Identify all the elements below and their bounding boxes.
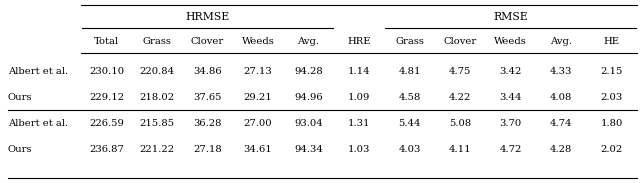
Text: HE: HE [604,38,620,46]
Text: 4.58: 4.58 [398,92,420,102]
Text: Grass: Grass [395,38,424,46]
Text: 1.31: 1.31 [348,119,371,128]
Text: 94.96: 94.96 [294,92,323,102]
Text: 93.04: 93.04 [294,119,323,128]
Text: 5.44: 5.44 [398,119,420,128]
Text: 37.65: 37.65 [193,92,222,102]
Text: 94.28: 94.28 [294,68,323,76]
Text: 1.09: 1.09 [348,92,370,102]
Text: 3.70: 3.70 [499,119,522,128]
Text: Ours: Ours [8,92,32,102]
Text: 1.14: 1.14 [348,68,371,76]
Text: 4.72: 4.72 [499,145,522,154]
Text: Clover: Clover [444,38,477,46]
Text: 229.12: 229.12 [89,92,124,102]
Text: 1.03: 1.03 [348,145,370,154]
Text: 2.02: 2.02 [600,145,623,154]
Text: 236.87: 236.87 [89,145,124,154]
Text: HRE: HRE [348,38,371,46]
Text: Ours: Ours [8,145,32,154]
Text: Grass: Grass [143,38,172,46]
Text: 4.03: 4.03 [398,145,420,154]
Text: RMSE: RMSE [493,12,528,22]
Text: 4.28: 4.28 [550,145,572,154]
Text: Avg.: Avg. [298,38,319,46]
Text: 4.81: 4.81 [398,68,420,76]
Text: 4.11: 4.11 [449,145,471,154]
Text: 4.08: 4.08 [550,92,572,102]
Text: 2.15: 2.15 [600,68,623,76]
Text: Clover: Clover [191,38,224,46]
Text: 215.85: 215.85 [140,119,175,128]
Text: Avg.: Avg. [550,38,572,46]
Text: 220.84: 220.84 [140,68,175,76]
Text: 3.42: 3.42 [499,68,522,76]
Text: Weeds: Weeds [494,38,527,46]
Text: 5.08: 5.08 [449,119,471,128]
Text: 36.28: 36.28 [193,119,222,128]
Text: Weeds: Weeds [242,38,275,46]
Text: 221.22: 221.22 [140,145,175,154]
Text: Albert et al.: Albert et al. [8,119,68,128]
Text: 218.02: 218.02 [140,92,175,102]
Text: 4.33: 4.33 [550,68,572,76]
Text: 4.22: 4.22 [449,92,471,102]
Text: 34.86: 34.86 [193,68,222,76]
Text: 34.61: 34.61 [244,145,273,154]
Text: 4.74: 4.74 [550,119,572,128]
Text: 3.44: 3.44 [499,92,522,102]
Text: 94.34: 94.34 [294,145,323,154]
Text: 226.59: 226.59 [89,119,124,128]
Text: 4.75: 4.75 [449,68,471,76]
Text: 27.13: 27.13 [244,68,273,76]
Text: 29.21: 29.21 [244,92,273,102]
Text: 1.80: 1.80 [600,119,623,128]
Text: 27.00: 27.00 [244,119,273,128]
Text: HRMSE: HRMSE [186,12,230,22]
Text: 27.18: 27.18 [193,145,222,154]
Text: Total: Total [94,38,119,46]
Text: Albert et al.: Albert et al. [8,68,68,76]
Text: 230.10: 230.10 [89,68,124,76]
Text: 2.03: 2.03 [600,92,623,102]
